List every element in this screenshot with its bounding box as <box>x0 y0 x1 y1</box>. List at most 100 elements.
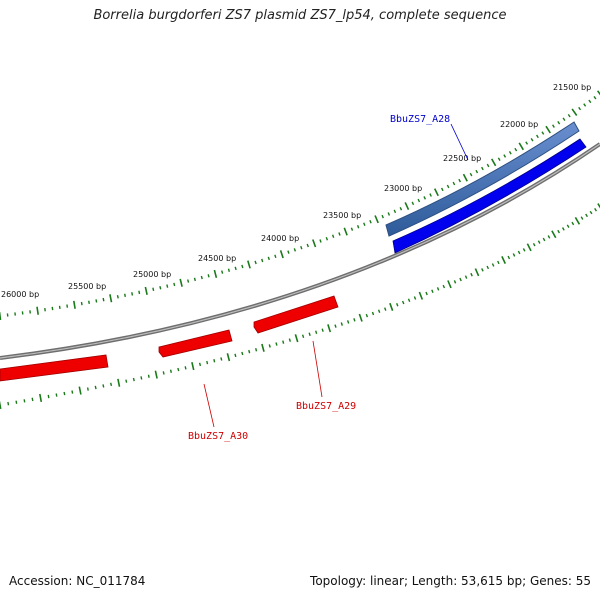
inner-ring-tick <box>94 385 97 390</box>
outer-ring-tick <box>144 286 148 295</box>
outer-ring-tick <box>200 275 203 280</box>
inner-ring-tick <box>334 324 337 328</box>
inner-ring-tick <box>23 399 26 403</box>
outer-ring-tick <box>213 269 218 279</box>
outer-ring-tick <box>480 166 484 171</box>
ruler-label-22500: 22500 bp <box>443 154 481 163</box>
inner-ring-tick <box>154 370 158 379</box>
inner-ring-tick <box>481 268 484 272</box>
outer-ring-tick <box>343 227 348 236</box>
outer-ring-tick <box>102 297 105 302</box>
outer-ring-tick <box>207 274 210 278</box>
gene-arrow-left[interactable] <box>0 354 109 382</box>
inner-ring-tick <box>512 253 516 257</box>
inner-ring-tick <box>501 256 507 264</box>
inner-ring-tick <box>184 366 187 370</box>
outer-ring-tick <box>331 234 335 239</box>
gene-leader-a29 <box>312 340 323 398</box>
ruler-label-24000: 24000 bp <box>261 234 299 243</box>
inner-ring-tick <box>327 324 332 333</box>
inner-ring-tick <box>589 210 593 215</box>
inner-ring-tick <box>526 243 532 252</box>
outer-ring-tick <box>399 207 403 211</box>
ruler-label-24500: 24500 bp <box>198 254 236 263</box>
outer-ring-tick <box>381 214 384 219</box>
inner-ring-tick <box>413 296 417 300</box>
inner-ring-tick <box>31 397 34 402</box>
outer-ring-tick <box>0 311 2 321</box>
gene-leader-a28 <box>450 123 469 161</box>
outer-ring-tick <box>131 292 134 296</box>
inner-ring-tick <box>248 349 251 354</box>
inner-ring-tick <box>436 287 440 291</box>
outer-ring-tick <box>300 245 303 250</box>
outer-ring-tick <box>433 188 439 197</box>
outer-ring-tick <box>596 90 600 96</box>
gene-label-a29[interactable]: BbuZS7_A29 <box>296 401 356 412</box>
inner-ring-tick <box>580 216 584 220</box>
outer-ring-tick <box>234 266 237 271</box>
outer-ring-tick <box>306 243 309 248</box>
inner-ring-tick <box>551 230 557 239</box>
outer-ring-tick <box>369 219 372 224</box>
outer-ring-tick <box>541 131 545 135</box>
outer-ring-tick <box>95 299 98 303</box>
outer-ring-tick <box>36 306 39 315</box>
outer-ring-tick <box>562 117 566 121</box>
inner-ring-tick <box>464 275 468 279</box>
inner-ring-tick <box>537 240 541 244</box>
inner-ring-tick <box>542 237 546 242</box>
outer-ring-tick <box>567 114 571 118</box>
inner-ring-tick <box>571 221 575 226</box>
inner-ring-tick <box>71 390 74 394</box>
outer-ring-tick <box>221 270 224 274</box>
gene-label-a28[interactable]: BbuZS7_A28 <box>390 114 450 125</box>
inner-ring-tick <box>169 369 172 373</box>
outer-ring-tick <box>557 121 561 125</box>
outer-ring-tick <box>503 154 507 158</box>
outer-ring-tick <box>80 301 83 306</box>
gene-arrow-a29[interactable] <box>253 295 339 334</box>
sequence-summary: Topology: linear; Length: 53,615 bp; Gen… <box>310 574 591 588</box>
outer-ring-tick <box>486 163 490 168</box>
feature-bar-a28[interactable] <box>385 121 580 237</box>
outer-ring-tick <box>374 215 379 224</box>
inner-ring-tick <box>241 351 244 356</box>
outer-ring-tick <box>138 290 141 295</box>
outer-ring-tick <box>514 147 518 152</box>
inner-ring-tick <box>261 343 265 352</box>
gene-arrow-a28[interactable] <box>392 138 587 254</box>
outer-ring-tick <box>491 158 497 167</box>
inner-ring-tick <box>384 307 387 311</box>
outer-ring-tick <box>287 250 290 254</box>
inner-ring-tick <box>442 284 446 289</box>
outer-ring-tick <box>325 236 329 241</box>
outer-ring-tick <box>363 222 366 226</box>
inner-ring-tick <box>522 248 526 252</box>
inner-ring-tick <box>497 260 500 265</box>
outer-ring-tick <box>159 286 162 290</box>
outer-ring-tick <box>452 181 456 186</box>
inner-ring-tick <box>132 377 135 382</box>
gene-label-a30[interactable]: BbuZS7_A30 <box>188 431 248 442</box>
inner-ring-tick <box>78 386 82 395</box>
outer-ring-tick <box>241 264 244 269</box>
ruler-label-23500: 23500 bp <box>323 211 361 220</box>
outer-ring-tick <box>73 300 76 309</box>
inner-ring-tick <box>431 289 434 293</box>
outer-ring-tick <box>179 278 183 287</box>
gene-arrow-a30[interactable] <box>158 329 233 358</box>
outer-ring-tick <box>446 184 450 189</box>
inner-ring-tick <box>282 340 285 344</box>
inner-ring-tick <box>396 302 399 307</box>
inner-ring-tick <box>557 229 561 234</box>
outer-ring-tick <box>588 99 592 104</box>
outer-ring-tick <box>51 306 54 311</box>
inner-ring-tick <box>301 334 305 339</box>
map-title: Borrelia burgdorferi ZS7 plasmid ZS7_lp5… <box>93 8 507 23</box>
inner-ring-tick <box>346 320 350 324</box>
inner-ring-tick <box>597 203 600 209</box>
inner-ring-tick <box>358 313 363 322</box>
outer-ring-tick <box>247 260 251 269</box>
inner-ring-tick <box>86 387 89 391</box>
